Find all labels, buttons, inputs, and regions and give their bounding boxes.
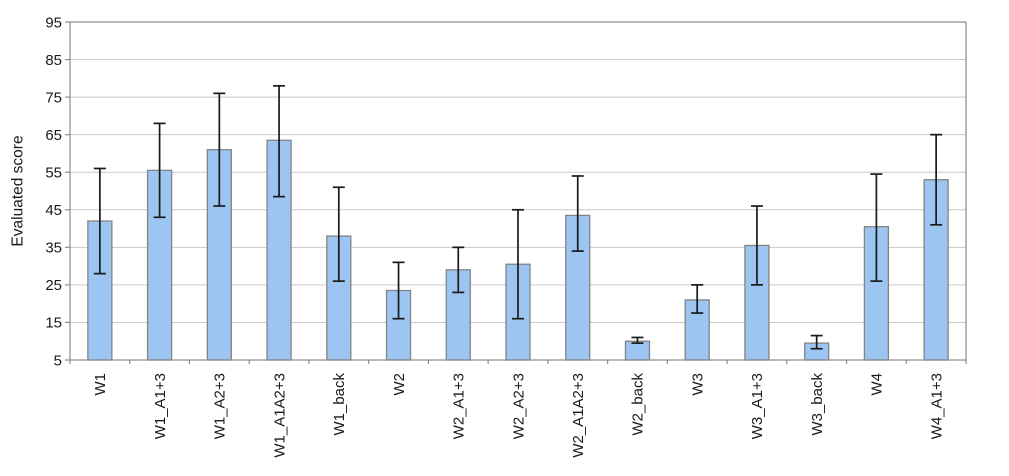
- y-tick-label-65: 65: [45, 127, 62, 144]
- x-tick-label-W3: W3: [689, 373, 706, 396]
- x-tick-label-W1_A2+3: W1_A2+3: [212, 373, 229, 439]
- x-tick-label-W4_A1+3: W4_A1+3: [928, 373, 945, 439]
- plot-border: [69, 21, 967, 361]
- y-tick-label-35: 35: [45, 240, 62, 257]
- x-tick-label-W1_back: W1_back: [331, 373, 348, 436]
- x-tick-label-W3_back: W3_back: [809, 373, 826, 436]
- y-tick-label-45: 45: [45, 202, 62, 219]
- x-tick-label-W1_A1+3: W1_A1+3: [152, 373, 169, 439]
- y-tick-label-85: 85: [45, 52, 62, 69]
- x-tick-label-W2: W2: [391, 373, 408, 396]
- y-tick-label-75: 75: [45, 89, 62, 106]
- y-tick-label-5: 5: [54, 352, 62, 369]
- x-tick-label-W2_back: W2_back: [630, 373, 647, 436]
- y-tick-label-25: 25: [45, 277, 62, 294]
- x-tick-label-W2_A2+3: W2_A2+3: [510, 373, 527, 439]
- x-tick-label-W1_A1A2+3: W1_A1A2+3: [271, 373, 288, 458]
- x-tick-label-W4: W4: [869, 373, 886, 396]
- x-tick-label-W3_A1+3: W3_A1+3: [749, 373, 766, 439]
- y-tick-label-95: 95: [45, 14, 62, 31]
- x-tick-label-W2_A1+3: W2_A1+3: [451, 373, 468, 439]
- y-tick-label-15: 15: [45, 315, 62, 332]
- x-tick-label-W1: W1: [92, 373, 109, 396]
- bar-W2_back: [624, 340, 651, 361]
- y-axis-title: Evaluated score: [9, 135, 26, 246]
- x-tick-label-W2_A1A2+3: W2_A1A2+3: [570, 373, 587, 458]
- y-tick-label-55: 55: [45, 164, 62, 181]
